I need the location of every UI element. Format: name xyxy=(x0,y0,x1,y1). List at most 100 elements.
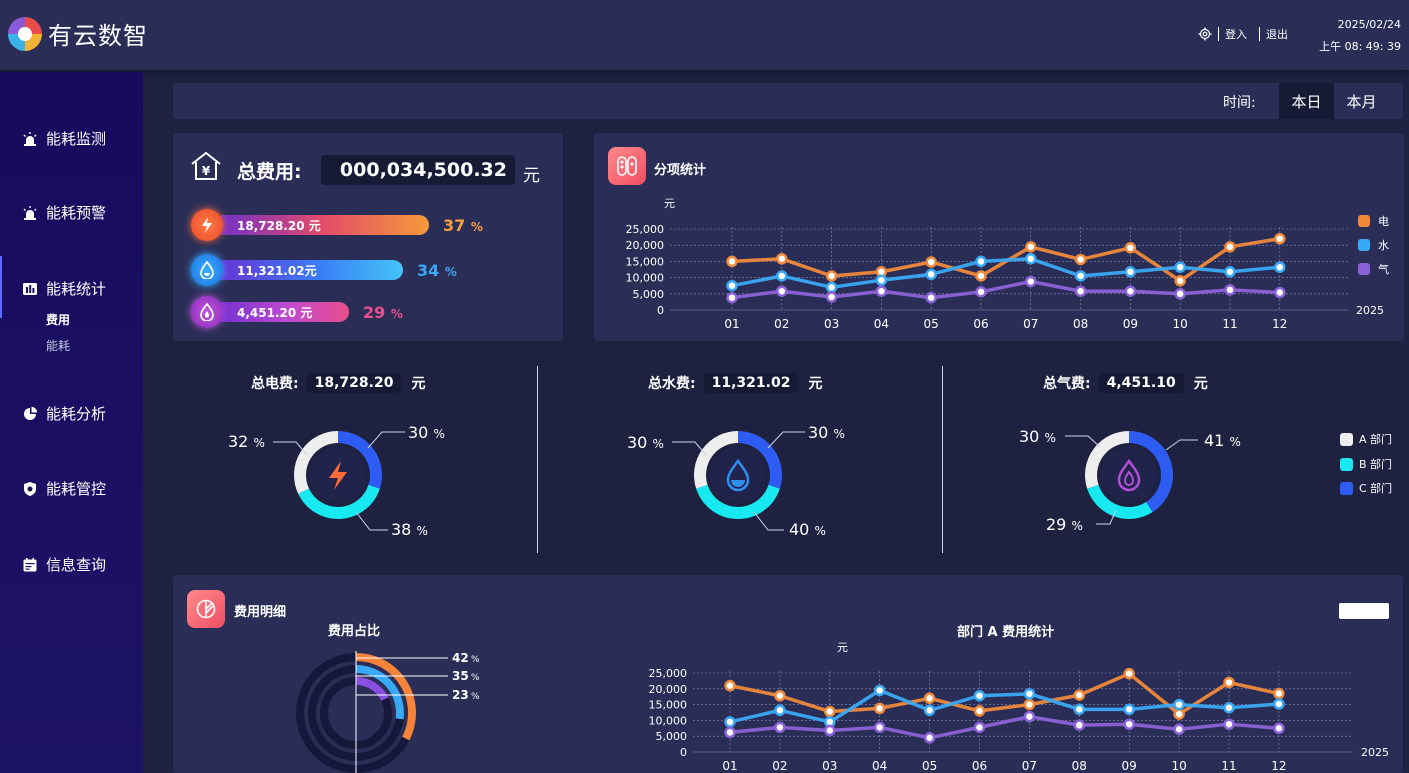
percent-value: 29 xyxy=(363,302,386,322)
percent-sign: % xyxy=(444,264,457,279)
data-point xyxy=(825,291,838,303)
percent-sign: % xyxy=(433,427,445,441)
data-point xyxy=(973,721,986,734)
current-date: 2025/02/24 xyxy=(1337,18,1401,31)
ring-arc xyxy=(355,677,389,702)
divider xyxy=(942,366,943,553)
water-drop-icon xyxy=(726,458,750,492)
legend-label: 电 xyxy=(1378,215,1389,228)
percent-sign: % xyxy=(652,437,664,451)
pct-value: 30 xyxy=(408,423,429,442)
donut-title-value: 18,728.20 xyxy=(306,373,402,393)
login-link[interactable]: 登入 xyxy=(1225,28,1247,41)
donut-title-value: 4,451.10 xyxy=(1098,373,1184,393)
legend-dept-b[interactable]: B 部门 xyxy=(1340,456,1392,472)
data-point xyxy=(776,270,788,282)
data-point xyxy=(1025,253,1037,265)
data-point xyxy=(825,281,838,294)
pct-value: 30 xyxy=(627,433,648,452)
series-line xyxy=(729,688,1280,724)
data-point xyxy=(873,721,886,734)
gear-icon[interactable] xyxy=(1198,27,1212,41)
x-tick-label: 12 xyxy=(1271,759,1286,773)
data-point xyxy=(1073,719,1086,731)
legend-swatch xyxy=(1358,239,1370,251)
data-point xyxy=(824,705,836,718)
legend-dept-a[interactable]: A 部门 xyxy=(1340,431,1392,447)
donut-title-unit: 元 xyxy=(808,376,823,392)
cost-detail-panel: 费用明细 费用占比 部门 A 费用统计 42% 35% 23% 元 25,000 20,… xyxy=(173,575,1403,773)
data-point xyxy=(1224,284,1236,296)
percent-sign: % xyxy=(1229,435,1241,449)
x-tick-label: 02 xyxy=(774,317,789,331)
logout-link[interactable]: 退出 xyxy=(1266,28,1288,41)
data-point xyxy=(1124,285,1137,297)
donut-pct-label: 30 % xyxy=(627,433,664,452)
x-tick-label: 08 xyxy=(1073,317,1088,331)
legend-label: C 部门 xyxy=(1359,482,1393,495)
flame-core xyxy=(1123,470,1135,486)
sidebar-item-label: 能耗管控 xyxy=(46,480,107,498)
x-tick-label: 01 xyxy=(724,317,739,331)
x-tick-label: 03 xyxy=(824,317,839,331)
cost-house-icon: ¥ xyxy=(191,151,221,180)
data-point xyxy=(774,704,786,717)
divider xyxy=(1218,27,1219,41)
data-point xyxy=(973,690,986,702)
sidebar-item-query[interactable]: 信息查询 xyxy=(22,554,106,575)
data-point xyxy=(925,268,937,281)
items-badge-icon xyxy=(608,147,646,185)
y-tick-label: 10,000 xyxy=(626,272,665,285)
sidebar-item-control[interactable]: 能耗管控 xyxy=(22,478,106,499)
data-point xyxy=(1224,266,1236,278)
legend-swatch xyxy=(1340,481,1353,495)
data-point xyxy=(1174,288,1186,300)
data-point xyxy=(1074,253,1087,266)
divider xyxy=(1259,27,1260,41)
detail-title: 费用明细 xyxy=(234,605,287,620)
export-button[interactable] xyxy=(1339,603,1389,619)
tab-this-month[interactable]: 本月 xyxy=(1346,92,1377,111)
data-point xyxy=(1073,689,1086,701)
ratio-pct-sign: % xyxy=(471,655,480,665)
sidebar-subitem-cost[interactable]: 费用 xyxy=(46,313,71,327)
data-point xyxy=(774,690,786,702)
data-point xyxy=(975,286,987,298)
bar-percent: 29 % xyxy=(363,303,403,322)
leader-line xyxy=(273,441,308,456)
pct-value: 29 xyxy=(1046,515,1067,534)
sidebar-item-warning[interactable]: 能耗预警 xyxy=(22,202,106,223)
legend-label: 气 xyxy=(1378,262,1389,276)
bar-value: 18,728.20 元 xyxy=(213,215,429,235)
donut-slice xyxy=(294,431,339,494)
x-tick-label: 02 xyxy=(772,759,787,773)
x-tick-label: 07 xyxy=(1023,317,1038,331)
sidebar-subitem-energy[interactable]: 能耗 xyxy=(46,339,71,353)
data-point xyxy=(1025,241,1037,253)
legend-dept-c[interactable]: C 部门 xyxy=(1340,480,1392,496)
app-logo[interactable]: 有云数智 xyxy=(8,16,148,51)
sidebar-item-monitoring[interactable]: 能耗监测 xyxy=(22,128,106,149)
data-point xyxy=(1273,722,1285,735)
data-point xyxy=(1074,285,1087,297)
data-point xyxy=(1224,241,1236,253)
percent-sign: % xyxy=(1044,431,1056,445)
leader-line xyxy=(1165,439,1198,451)
sidebar-item-analysis[interactable]: 能耗分析 xyxy=(22,403,106,424)
sidebar-item-statistics[interactable]: 能耗统计 xyxy=(22,278,106,299)
y-tick-label: 0 xyxy=(657,304,664,317)
data-point xyxy=(1025,275,1037,288)
legend-swatch xyxy=(1340,432,1353,446)
y-axis-unit: 元 xyxy=(837,641,848,654)
series-line xyxy=(729,714,1280,740)
app-title: 有云数智 xyxy=(48,22,148,50)
pct-value: 40 xyxy=(789,520,810,539)
tab-today[interactable]: 本日 xyxy=(1279,83,1334,119)
divider xyxy=(537,366,538,553)
donut-pct-label: 40 % xyxy=(789,520,826,539)
data-point xyxy=(774,721,786,734)
leader-line xyxy=(753,511,784,531)
data-point xyxy=(1123,718,1135,730)
total-cost-unit: 元 xyxy=(523,166,540,186)
pct-value: 32 xyxy=(228,432,249,451)
